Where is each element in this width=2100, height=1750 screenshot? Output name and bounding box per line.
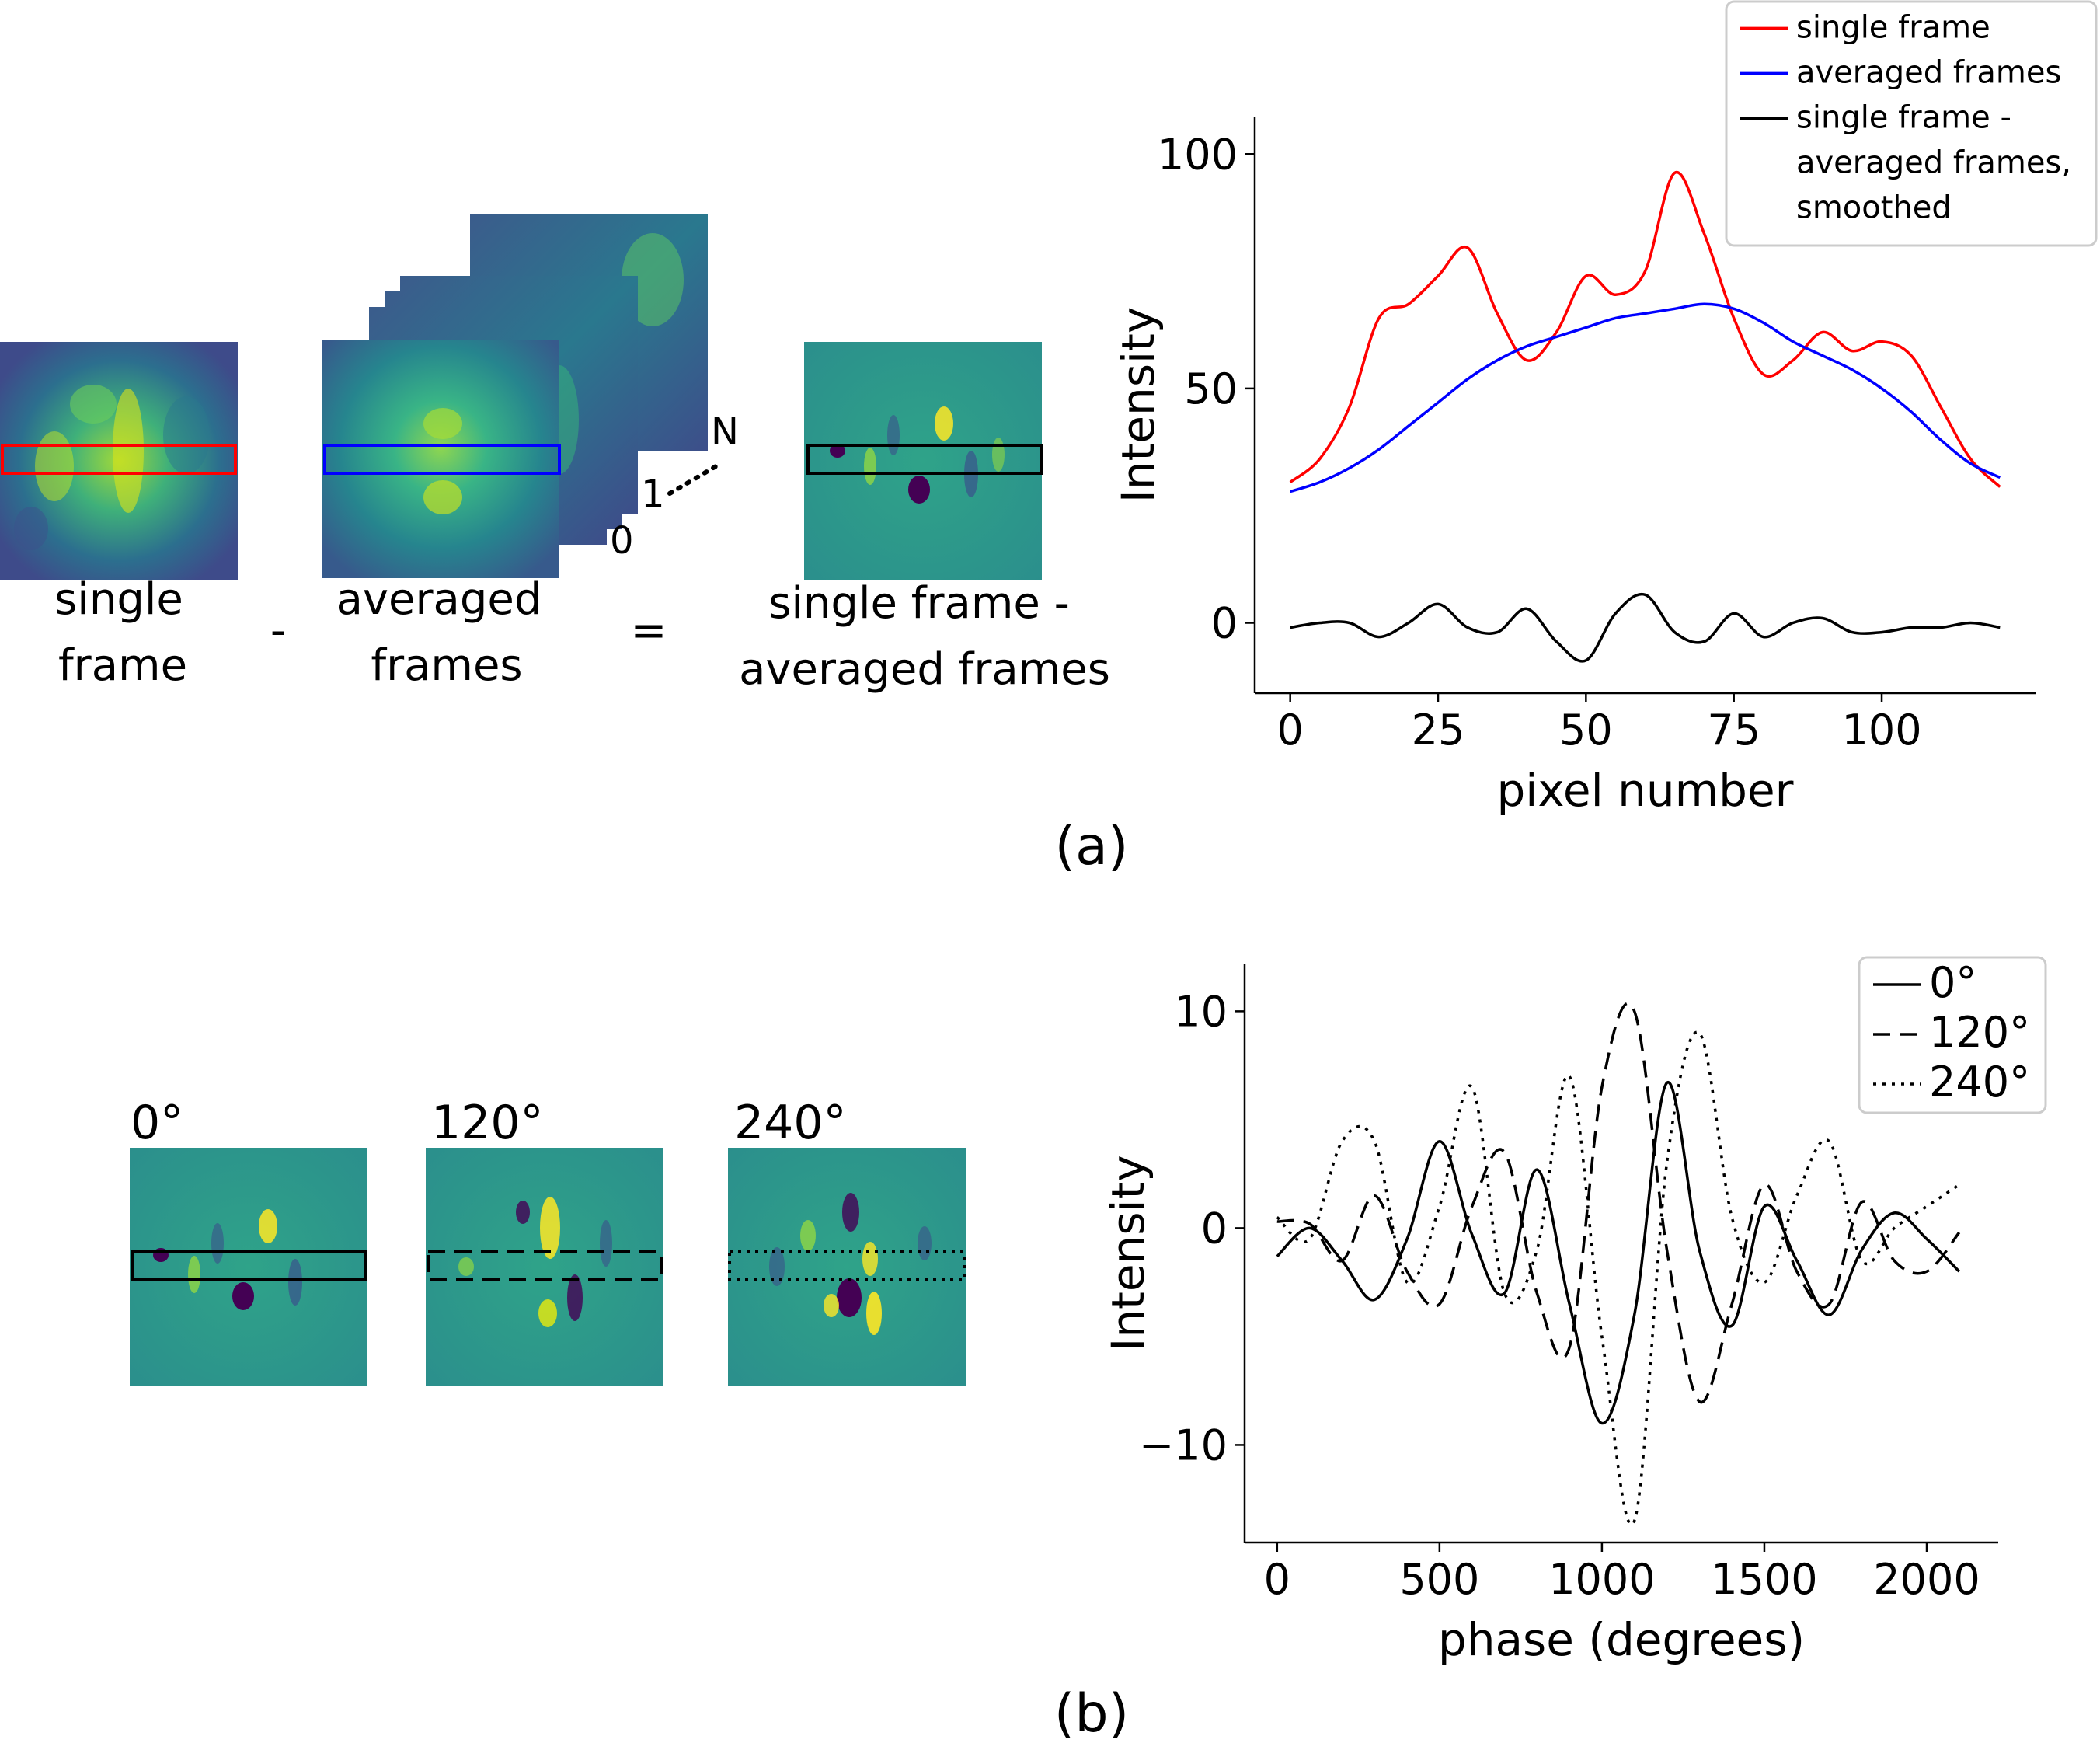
label-difference-2: averaged frames (739, 644, 1110, 695)
y-tick-label: 10 (1174, 987, 1228, 1036)
chart-legend: single frame averaged frames single frame … (1725, 0, 2098, 247)
legend-label-3: averaged frames, (1796, 145, 2071, 180)
legend-box (1858, 956, 2047, 1114)
phase-image-120 (426, 1148, 663, 1386)
x-axis-title: pixel number (1496, 764, 1793, 817)
single-frame-roi (1, 444, 237, 475)
roi-dashed (427, 1250, 663, 1281)
x-tick-label: 100 (1842, 706, 1922, 755)
x-tick-label: 500 (1399, 1555, 1479, 1604)
stack-index-0: 0 (610, 519, 634, 563)
label-difference-1: single frame - (768, 578, 1070, 629)
phase-image-0 (130, 1148, 367, 1386)
legend-box (1725, 0, 2098, 247)
series-line-1 (1289, 170, 2001, 488)
panel-a-images: 0 1 N single frame - averaged frames = s… (0, 214, 1110, 695)
x-tick-label: 50 (1559, 706, 1613, 755)
x-tick-label: 75 (1707, 706, 1760, 755)
legend-label-1: single frame (1796, 9, 1990, 45)
y-axis-title: Intensity (1112, 307, 1165, 503)
label-single-frame-1: single (54, 574, 183, 625)
averaged-frames-image (322, 340, 559, 578)
roi-dotted (728, 1250, 966, 1281)
equals-operator: = (631, 605, 667, 656)
image-label-120: 120° (431, 1096, 544, 1150)
image-label-0: 0° (131, 1096, 183, 1150)
minus-operator: - (270, 605, 286, 656)
x-tick-label: 1500 (1711, 1555, 1817, 1604)
chart-b: 0 500 1000 1500 2000 −10 0 10 phase (degrees) Int… (1102, 956, 2047, 1666)
x-tick-label: 0 (1277, 706, 1304, 755)
label-averaged-frames-2: frames (371, 640, 522, 691)
stack-index-1: 1 (641, 472, 665, 516)
legend-label-1: 0° (1929, 958, 1976, 1007)
difference-roi (806, 444, 1043, 475)
y-axis-title: Intensity (1102, 1155, 1154, 1351)
phase-image-240 (728, 1148, 966, 1386)
label-averaged-frames-1: averaged (336, 574, 542, 625)
x-tick-label: 2000 (1873, 1555, 1980, 1604)
single-frame-image (0, 342, 238, 580)
stack-index-n: N (711, 410, 739, 454)
panel-b-images: 0° 120° 240° (130, 1096, 966, 1386)
y-tick-label: 0 (1211, 599, 1238, 648)
legend-label-3: single frame - (1796, 99, 2011, 135)
roi-solid (131, 1250, 367, 1281)
x-tick-label: 1000 (1548, 1555, 1655, 1604)
y-tick-label: 100 (1158, 130, 1238, 179)
legend-label-3: 240° (1929, 1058, 2030, 1107)
series-line-2 (1290, 302, 2001, 493)
x-axis-title: phase (degrees) (1438, 1613, 1805, 1666)
legend-label-2: 120° (1929, 1008, 2030, 1057)
series-line-1 (1276, 1081, 1961, 1425)
chart-a: 0 25 50 75 100 0 50 100 pixel number Intensity sin… (1112, 0, 2098, 817)
legend-label-3: smoothed (1796, 190, 1952, 225)
y-tick-label: −10 (1139, 1421, 1228, 1469)
caption-a: (a) (1055, 816, 1129, 877)
x-tick-label: 0 (1264, 1555, 1290, 1604)
stack-ellipsis (667, 462, 721, 496)
legend-label-2: averaged frames (1796, 54, 2061, 90)
averaged-frames-roi (323, 444, 561, 475)
difference-image (804, 342, 1043, 580)
image-label-240: 240° (734, 1096, 847, 1150)
chart-legend: 0°120°240° (1858, 956, 2047, 1114)
label-single-frame-2: frame (58, 640, 187, 691)
series-line-2 (1276, 1002, 1961, 1404)
series-line-3 (1276, 1030, 1960, 1526)
y-tick-label: 50 (1184, 364, 1238, 413)
series-line-3 (1290, 592, 2001, 663)
x-tick-label: 25 (1412, 706, 1465, 755)
y-tick-label: 0 (1201, 1204, 1228, 1253)
caption-b: (b) (1054, 1683, 1129, 1745)
frame-stack (322, 214, 708, 578)
